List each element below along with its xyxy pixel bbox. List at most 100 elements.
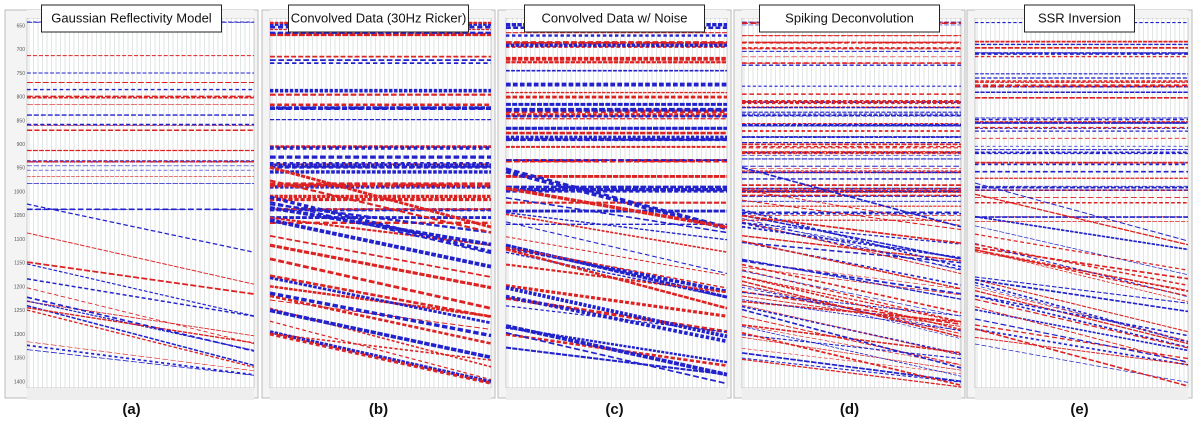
reflector [974,294,1189,337]
reflector [269,202,492,234]
reflector [741,270,962,317]
reflector [505,248,728,310]
reflector [974,276,1189,304]
reflector [741,305,962,355]
reflector [741,208,962,268]
reflector [741,222,962,259]
reflector [26,304,255,367]
reflector [741,300,962,323]
reflector [741,308,962,369]
panel-label: (b) [369,401,388,418]
reflector [974,279,1189,333]
reflector [269,243,492,290]
reflector [505,186,728,229]
seismic-panel: Spiking Deconvolution (d) [733,4,966,418]
reflector [269,308,492,360]
reflector [741,292,962,317]
reflector [741,241,962,264]
y-tick-label: 1200 [14,284,25,290]
reflector [505,211,728,241]
y-tick-label: 850 [17,118,26,124]
reflector [269,201,492,255]
reflector [505,213,728,253]
reflector [741,358,962,388]
reflector [505,169,728,231]
reflector [741,199,962,231]
plot-area [269,17,492,389]
reflector [505,246,728,289]
reflector [269,332,492,385]
reflector [974,243,1189,298]
reflector [974,294,1189,348]
reflector [741,334,962,360]
seismic-panel: Convolved Data w/ Noise (c) [497,4,732,418]
reflector [741,214,962,244]
reflector [269,257,492,310]
reflector [26,309,255,368]
reflector [741,189,962,226]
y-tick-label: 1300 [14,332,25,338]
reflector [505,167,728,229]
reflector [741,263,962,314]
panel-title: Gaussian Reflectivity Model [51,10,212,25]
title-box [524,4,705,33]
reflector [26,263,255,317]
plot-clip-cover [27,388,254,400]
reflector [741,299,962,331]
y-tick-label: 650 [17,23,26,29]
panel-label: (e) [1070,401,1088,418]
reflector [26,349,255,376]
reflector [741,214,962,260]
reflector [741,225,962,259]
reflector [505,221,728,275]
reflector [269,274,492,319]
reflector [26,341,255,372]
reflector [26,344,255,376]
reflector [741,221,962,275]
reflector [741,222,962,245]
reflector [26,296,255,352]
y-tick-label: 1350 [14,356,25,362]
reflector [741,235,962,262]
panel-label: (a) [122,401,140,418]
y-tick-label: 750 [17,71,26,77]
reflector [741,326,962,377]
reflector [974,246,1189,280]
seismic-panel: Convolved Data (30Hz Ricker) (b) [261,4,496,418]
plot-clip-cover [742,388,961,400]
reflector [974,251,1189,291]
reflector [741,357,962,383]
reflector [269,235,492,278]
reflector [741,166,962,228]
reflector [269,320,492,381]
reflector [269,294,492,345]
reflector [269,291,492,338]
title-box [1024,4,1135,33]
panel-title: Convolved Data (30Hz Ricker) [291,10,467,25]
title-box [288,4,469,33]
y-tick-label: 1400 [14,379,25,385]
reflector [741,284,962,335]
y-tick-label: 1250 [14,308,25,314]
reflector [741,336,962,371]
panel-title: SSR Inversion [1038,10,1121,25]
reflector [974,284,1189,343]
plot-clip-cover [975,388,1188,400]
reflector [974,287,1189,342]
reflector [505,326,728,364]
reflector [269,179,492,234]
plot-area [26,17,255,389]
panel-title: Convolved Data w/ Noise [542,10,688,25]
y-tick-label: 1050 [14,213,25,219]
reflector [505,296,728,334]
reflector [974,233,1189,271]
reflector [26,307,255,344]
seismic-panel: SSR Inversion (e) [966,4,1193,418]
reflector [269,276,492,325]
reflector [741,275,962,331]
y-tick-label: 1000 [14,189,25,195]
reflector [974,298,1189,349]
reflector [974,243,1189,287]
y-tick-label: 1100 [14,237,25,243]
